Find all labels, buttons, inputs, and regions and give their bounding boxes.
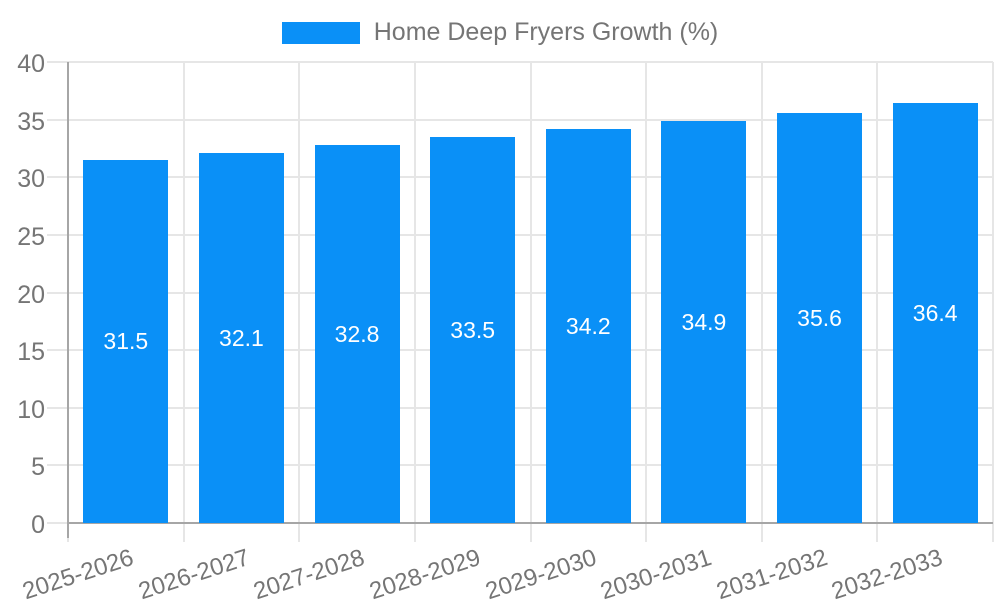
y-gridline <box>47 349 993 352</box>
bar[interactable] <box>198 153 284 523</box>
legend-label: Home Deep Fryers Growth (%) <box>373 18 719 46</box>
x-gridline <box>645 62 648 542</box>
y-gridline <box>47 233 993 236</box>
bar[interactable] <box>777 112 863 523</box>
y-tick-label: 5 <box>31 453 45 482</box>
y-tick-label: 35 <box>17 107 45 136</box>
x-tick-label: 2025-2026 <box>19 544 137 600</box>
x-gridline <box>760 62 763 542</box>
y-gridline <box>47 61 993 63</box>
x-axis-line <box>68 522 993 524</box>
bar-value-label: 34.2 <box>565 312 611 339</box>
y-gridline <box>47 118 993 121</box>
x-gridline <box>182 62 185 542</box>
bar-value-label: 34.9 <box>681 308 727 335</box>
bar[interactable] <box>892 103 978 523</box>
bar-value-label: 31.5 <box>103 328 149 355</box>
bar-value-label: 36.4 <box>912 300 958 327</box>
y-tick-label: 25 <box>17 222 45 251</box>
bar[interactable] <box>430 136 516 523</box>
x-tick-label: 2032-2033 <box>828 544 947 600</box>
x-tick-label: 2029-2030 <box>481 544 600 600</box>
bar[interactable] <box>83 159 169 523</box>
y-gridline <box>47 464 993 467</box>
x-tick-label: 2030-2031 <box>597 544 715 600</box>
bar-value-label: 33.5 <box>450 316 496 343</box>
bar[interactable] <box>545 128 631 523</box>
bar-value-label: 35.6 <box>797 304 842 331</box>
y-gridline <box>47 406 993 409</box>
y-gridline <box>47 176 993 179</box>
y-tick-label: 10 <box>17 395 45 424</box>
x-gridline <box>298 62 301 542</box>
y-tick-label: 20 <box>17 280 45 309</box>
legend-swatch <box>281 21 360 44</box>
x-tick-label: 2026-2027 <box>134 544 253 600</box>
x-tick-label: 2028-2029 <box>366 544 484 600</box>
bar[interactable] <box>314 144 400 523</box>
bar-value-label: 32.8 <box>334 320 380 347</box>
x-gridline <box>876 62 879 542</box>
bar[interactable] <box>661 120 747 523</box>
y-axis-line <box>67 62 69 538</box>
x-gridline <box>529 62 532 542</box>
y-tick-label: 0 <box>31 511 45 539</box>
x-gridline <box>992 62 994 542</box>
y-tick-label: 30 <box>17 165 45 194</box>
y-tick-label: 40 <box>17 50 45 78</box>
x-tick-label: 2031-2032 <box>713 544 831 600</box>
bar-value-label: 32.1 <box>219 325 264 352</box>
x-gridline <box>413 62 416 542</box>
chart-legend[interactable]: Home Deep Fryers Growth (%) <box>0 18 1000 47</box>
y-tick-label: 15 <box>17 338 45 367</box>
y-gridline <box>47 291 993 294</box>
x-tick-label: 2027-2028 <box>250 544 369 600</box>
